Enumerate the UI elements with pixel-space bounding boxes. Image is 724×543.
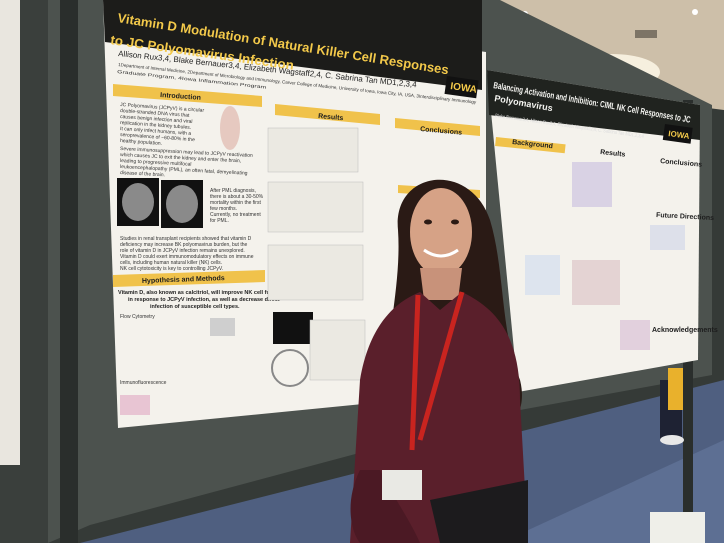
bullet-line: It can only infect humans, with a — [120, 126, 192, 137]
logo: IOWA — [668, 129, 691, 141]
bullet-line: double-stranded DNA virus that — [120, 108, 190, 119]
results-figure — [572, 162, 612, 207]
pants — [430, 480, 528, 543]
section-heading: Acknowledgements — [652, 327, 718, 334]
logo-box — [662, 124, 693, 144]
smile — [423, 248, 459, 258]
results-figure — [267, 181, 364, 233]
bullet-line: replication in the kidney tubules. — [120, 120, 191, 131]
lanyard — [409, 291, 465, 451]
results-figure — [309, 319, 366, 381]
logo-box — [444, 75, 479, 99]
text-line: role of vitamin D in JCPyV infection rem… — [120, 248, 245, 254]
plasmid-diagram — [271, 349, 309, 387]
bullet-line: JC Polyomavirus (JCPyV) is a circular — [120, 102, 205, 114]
hypothesis-line: in response to JCPyV infection, as well … — [128, 297, 280, 303]
eye — [424, 219, 432, 225]
section-band — [113, 84, 262, 107]
results-figure — [525, 255, 560, 295]
figure — [120, 395, 150, 415]
section-heading: Conclusions — [420, 126, 463, 137]
methods-label: Flow Cytometry — [120, 314, 155, 320]
text-line: Vitamin D could exert immunomodulatory e… — [120, 254, 254, 260]
text-line: few months. — [210, 206, 237, 212]
section-heading: Conclusions — [660, 158, 703, 169]
section-heading: Hypothesis and Methods — [142, 275, 225, 285]
text-line: disease of the brain. — [120, 170, 165, 178]
microscopy-image — [273, 312, 313, 344]
results-figure — [267, 127, 359, 173]
brain-scan — [166, 185, 198, 223]
results-figure — [650, 225, 685, 250]
ceiling-vent — [635, 30, 657, 38]
board-post — [60, 0, 78, 543]
text-line: leading to progressive multifocal — [120, 158, 192, 168]
instrument-icon — [210, 318, 235, 336]
text-line: there is about a 30-50% — [210, 194, 264, 200]
section-heading: Background — [512, 139, 553, 150]
text-line: Currently, no treatment — [210, 212, 261, 218]
studies-text: Studies in renal transplant recipients s… — [120, 236, 254, 272]
title-banner — [103, 0, 482, 90]
text-line: cells, including human natural killer (N… — [120, 260, 222, 266]
face — [410, 188, 472, 276]
intro-bullets: JC Polyomavirus (JCPyV) is a circular do… — [120, 102, 205, 147]
arm — [350, 470, 420, 543]
text-line: NK cell cytotoxicity is key to controlli… — [120, 266, 223, 272]
box — [650, 512, 705, 543]
section-heading: Results — [318, 113, 344, 122]
section-heading: Introduction — [160, 92, 201, 102]
neck — [420, 268, 462, 300]
section-band — [113, 270, 265, 287]
pml-text: After PML diagnosis, there is about a 30… — [210, 188, 264, 224]
eye — [451, 219, 459, 225]
bullet-line: healthy population. — [120, 138, 162, 147]
text-line: for PML. — [210, 218, 229, 224]
results-figure — [572, 260, 620, 305]
text-line: Studies in renal transplant recipients s… — [120, 236, 252, 242]
tag — [668, 368, 683, 410]
visitor-shoe — [660, 435, 684, 445]
results-figure — [267, 244, 364, 301]
text-line: mortality within the first — [210, 200, 261, 206]
bullet-line: causes benign infection and viral — [120, 114, 193, 125]
section-heading: Results — [600, 149, 626, 159]
neighbor-poster — [0, 0, 20, 465]
hypothesis-line: infection of susceptible cell types. — [150, 304, 240, 310]
section-band — [275, 104, 380, 125]
text-line: deficiency may increase BK polyomavirus … — [120, 242, 248, 248]
section-band — [395, 118, 480, 136]
bullet-line: seroprevalence of ~60-80% in the — [120, 132, 195, 143]
methods-label: Immunofluorescence — [120, 380, 167, 386]
section-heading: Future Directions — [656, 212, 714, 222]
section-band — [495, 137, 566, 154]
ceiling-light — [692, 9, 698, 15]
logo: IOWA — [450, 81, 478, 96]
brain-scan — [122, 183, 154, 221]
text-line: After PML diagnosis, — [210, 188, 256, 194]
badge — [382, 470, 422, 500]
body-illustration — [220, 106, 240, 150]
title-banner — [487, 70, 700, 140]
hypothesis-line: Vitamin D, also known as calcitriol, wil… — [118, 290, 287, 296]
results-figure — [620, 320, 650, 350]
